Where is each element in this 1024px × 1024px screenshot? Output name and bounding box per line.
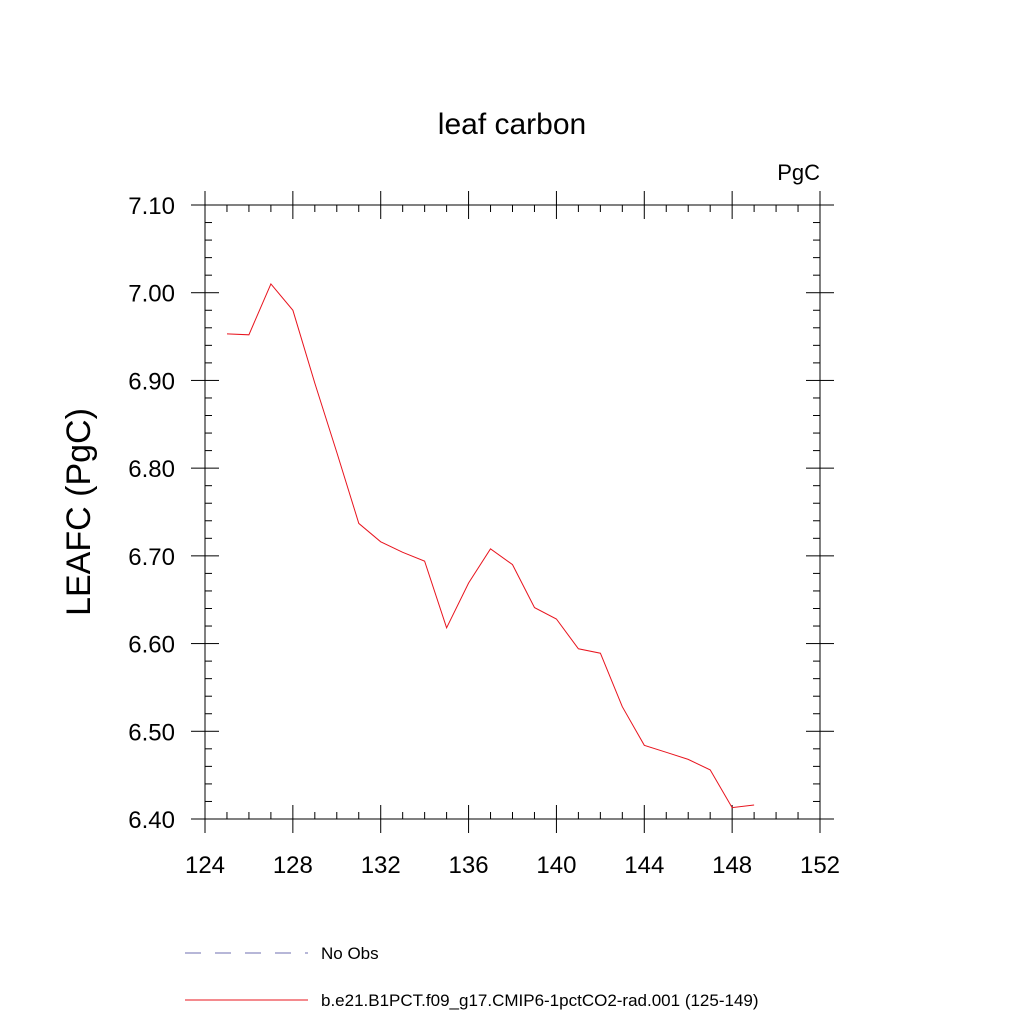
- major-ticks: [191, 191, 834, 833]
- y-axis-label: LEAFC (PgC): [60, 408, 98, 616]
- y-tick-label: 6.90: [128, 368, 175, 395]
- x-tick-label: 128: [273, 852, 313, 879]
- tick-labels: 124 128 132 136 140 144 148 152 6.40 6.50 6.60 6.70…: [128, 193, 840, 879]
- y-tick-label: 6.80: [128, 456, 175, 483]
- legend-label: b.e21.B1PCT.f09_g17.CMIP6-1pctCO2-rad.00…: [321, 991, 759, 1010]
- units-label: PgC: [777, 160, 820, 185]
- x-tick-label: 144: [624, 852, 664, 879]
- x-tick-label: 148: [712, 852, 752, 879]
- legend-label: No Obs: [321, 944, 379, 963]
- x-tick-label: 140: [536, 852, 576, 879]
- x-tick-label: 152: [800, 852, 840, 879]
- minor-ticks: [205, 205, 820, 819]
- y-tick-label: 6.40: [128, 807, 175, 834]
- x-tick-label: 132: [361, 852, 401, 879]
- x-tick-label: 136: [449, 852, 489, 879]
- series-line: [226, 282, 755, 809]
- y-tick-label: 6.50: [128, 719, 175, 746]
- x-tick-label: 124: [185, 852, 225, 879]
- legend: No Obs b.e21.B1PCT.f09_g17.CMIP6-1pctCO2-…: [185, 944, 759, 1010]
- series-layer: [226, 282, 755, 809]
- y-tick-label: 7.00: [128, 281, 175, 308]
- plot-frame: [204, 204, 821, 820]
- chart-title: leaf carbon: [438, 108, 586, 141]
- y-tick-label: 7.10: [128, 193, 175, 220]
- y-tick-label: 6.70: [128, 544, 175, 571]
- y-tick-label: 6.60: [128, 632, 175, 659]
